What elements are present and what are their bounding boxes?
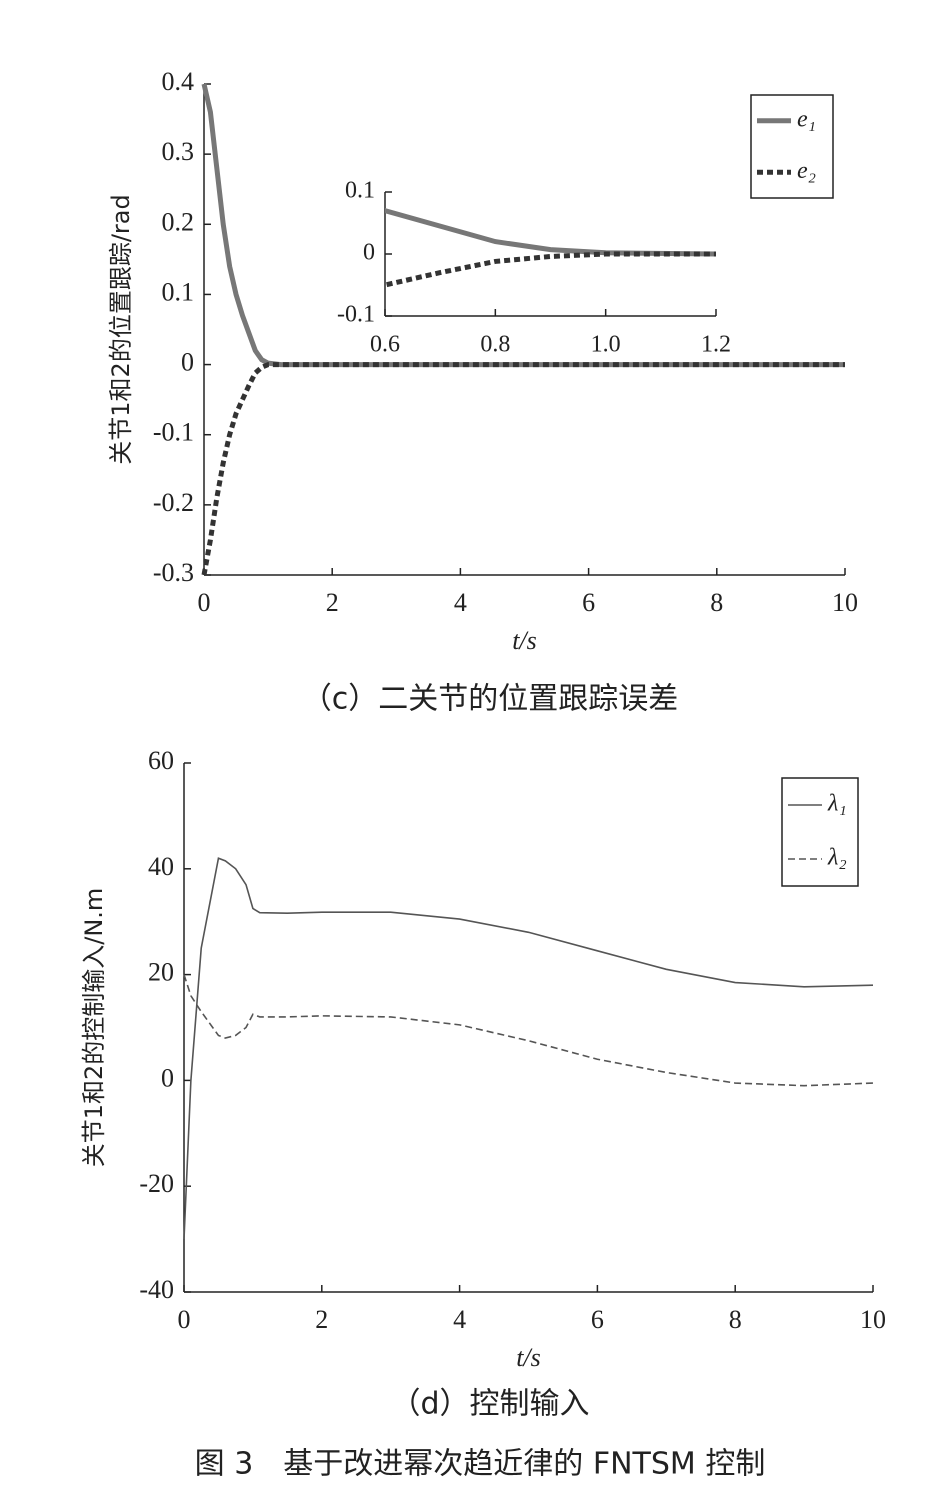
x-axis-label: t/s (512, 626, 537, 655)
x-tick-label: 0.8 (480, 332, 510, 358)
y-tick-label: -40 (139, 1275, 174, 1304)
y-tick-label: 0.1 (345, 178, 375, 204)
x-tick-label: 8 (729, 1305, 742, 1334)
figure-caption: 图 3 基于改进幂次趋近律的 FNTSM 控制 (195, 1447, 766, 1482)
y-axis-label: 关节1和2的位置跟踪/rad (107, 194, 135, 464)
subplot-caption: （d）控制输入 (390, 1387, 589, 1422)
x-tick-label: 2 (315, 1305, 328, 1334)
legend-label: e₂ (797, 158, 816, 184)
x-tick-label: 0.6 (370, 332, 400, 358)
y-tick-label: -0.1 (337, 302, 375, 328)
x-axis-label: t/s (516, 1343, 541, 1372)
legend-box (750, 94, 834, 199)
x-tick-label: 4 (453, 1305, 466, 1334)
legend-label: λ₂ (827, 845, 847, 871)
subplot-caption: （c）二关节的位置跟踪误差 (302, 682, 679, 717)
x-tick-label: 1.0 (591, 332, 621, 358)
x-tick-label: 10 (860, 1305, 886, 1334)
series-line (201, 362, 845, 576)
legend-label: e₁ (797, 106, 816, 132)
y-tick-label: 20 (148, 958, 174, 987)
x-tick-label: 4 (454, 588, 467, 617)
y-tick-label: 40 (148, 852, 174, 881)
x-tick-label: 0 (198, 588, 211, 617)
y-axis-label: 关节1和2的控制输入/N.m (80, 888, 108, 1168)
y-tick-label: -0.2 (153, 488, 194, 517)
y-tick-label: 0.3 (162, 137, 195, 166)
y-tick-label: 0.1 (162, 277, 195, 306)
series-line (183, 857, 874, 1240)
legend-box (781, 777, 859, 887)
x-tick-label: 10 (832, 588, 858, 617)
y-tick-label: 0 (181, 348, 194, 377)
y-tick-label: -0.1 (153, 418, 194, 447)
legend-label: λ₁ (827, 791, 847, 817)
y-tick-label: -0.3 (153, 558, 194, 587)
x-tick-label: 6 (591, 1305, 604, 1334)
series-line (385, 251, 716, 288)
x-tick-label: 6 (582, 588, 595, 617)
y-tick-label: 0 (363, 240, 375, 266)
series-line (183, 974, 874, 1087)
y-tick-label: 0 (161, 1063, 174, 1092)
y-tick-label: -20 (139, 1169, 174, 1198)
x-tick-label: 8 (710, 588, 723, 617)
x-tick-label: 1.2 (701, 332, 731, 358)
y-tick-label: 0.2 (162, 207, 195, 236)
y-tick-label: 60 (148, 746, 174, 775)
y-tick-label: 0.4 (162, 67, 195, 96)
series-line (385, 207, 716, 257)
x-tick-label: 0 (178, 1305, 191, 1334)
x-tick-label: 2 (326, 588, 339, 617)
